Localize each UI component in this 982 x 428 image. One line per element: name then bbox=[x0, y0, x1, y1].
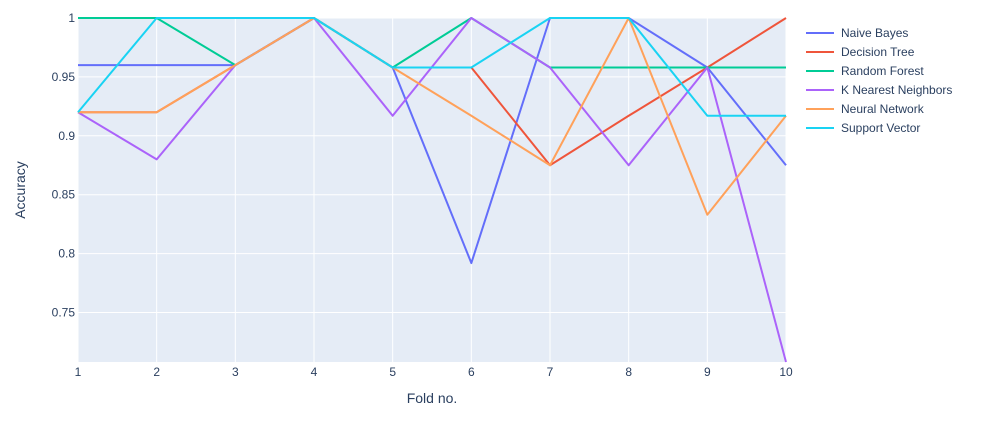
series-line-naive-bayes bbox=[78, 17, 787, 265]
series-line-support-vector bbox=[77, 17, 786, 117]
legend-label: Random Forest bbox=[841, 64, 924, 78]
y-tick-label: 0.9 bbox=[58, 129, 75, 143]
legend-item[interactable]: Random Forest bbox=[806, 64, 924, 78]
legend-label: Neural Network bbox=[841, 102, 925, 116]
series-lines bbox=[77, 17, 787, 363]
x-axis-title: Fold no. bbox=[407, 390, 458, 406]
series-line-neural-network bbox=[78, 17, 787, 216]
legend-label: Decision Tree bbox=[841, 45, 915, 59]
legend-label: K Nearest Neighbors bbox=[841, 83, 952, 97]
x-tick-label: 1 bbox=[75, 365, 82, 379]
y-tick-label: 0.75 bbox=[52, 306, 76, 320]
y-axis-title: Accuracy bbox=[12, 161, 28, 219]
x-tick-label: 7 bbox=[547, 365, 554, 379]
x-tick-label: 9 bbox=[704, 365, 711, 379]
y-tick-label: 0.95 bbox=[52, 70, 76, 84]
legend-label: Naive Bayes bbox=[841, 26, 908, 40]
y-tick-label: 0.8 bbox=[58, 247, 75, 261]
x-tick-label: 10 bbox=[779, 365, 793, 379]
grid bbox=[77, 17, 787, 362]
x-tick-label: 8 bbox=[625, 365, 632, 379]
legend-item[interactable]: Naive Bayes bbox=[806, 26, 908, 40]
x-tick-label: 4 bbox=[311, 365, 318, 379]
x-tick-label: 5 bbox=[389, 365, 396, 379]
legend-item[interactable]: Neural Network bbox=[806, 102, 925, 116]
legend-label: Support Vector bbox=[841, 121, 920, 135]
plot-area bbox=[78, 18, 786, 362]
legend-item[interactable]: Decision Tree bbox=[806, 45, 915, 59]
x-tick-label: 3 bbox=[232, 365, 239, 379]
legend-item[interactable]: Support Vector bbox=[806, 121, 920, 135]
y-tick-label: 0.85 bbox=[52, 188, 76, 202]
x-tick-label: 2 bbox=[153, 365, 160, 379]
y-tick-label: 1 bbox=[68, 11, 75, 25]
x-tick-label: 6 bbox=[468, 365, 475, 379]
y-axis-ticks: 0.75 0.8 0.85 0.9 0.95 1 bbox=[52, 11, 76, 320]
legend: Naive Bayes Decision Tree Random Forest K N… bbox=[806, 26, 952, 135]
x-axis-ticks: 1 2 3 4 5 6 7 8 9 10 bbox=[75, 365, 793, 379]
legend-item[interactable]: K Nearest Neighbors bbox=[806, 83, 952, 97]
